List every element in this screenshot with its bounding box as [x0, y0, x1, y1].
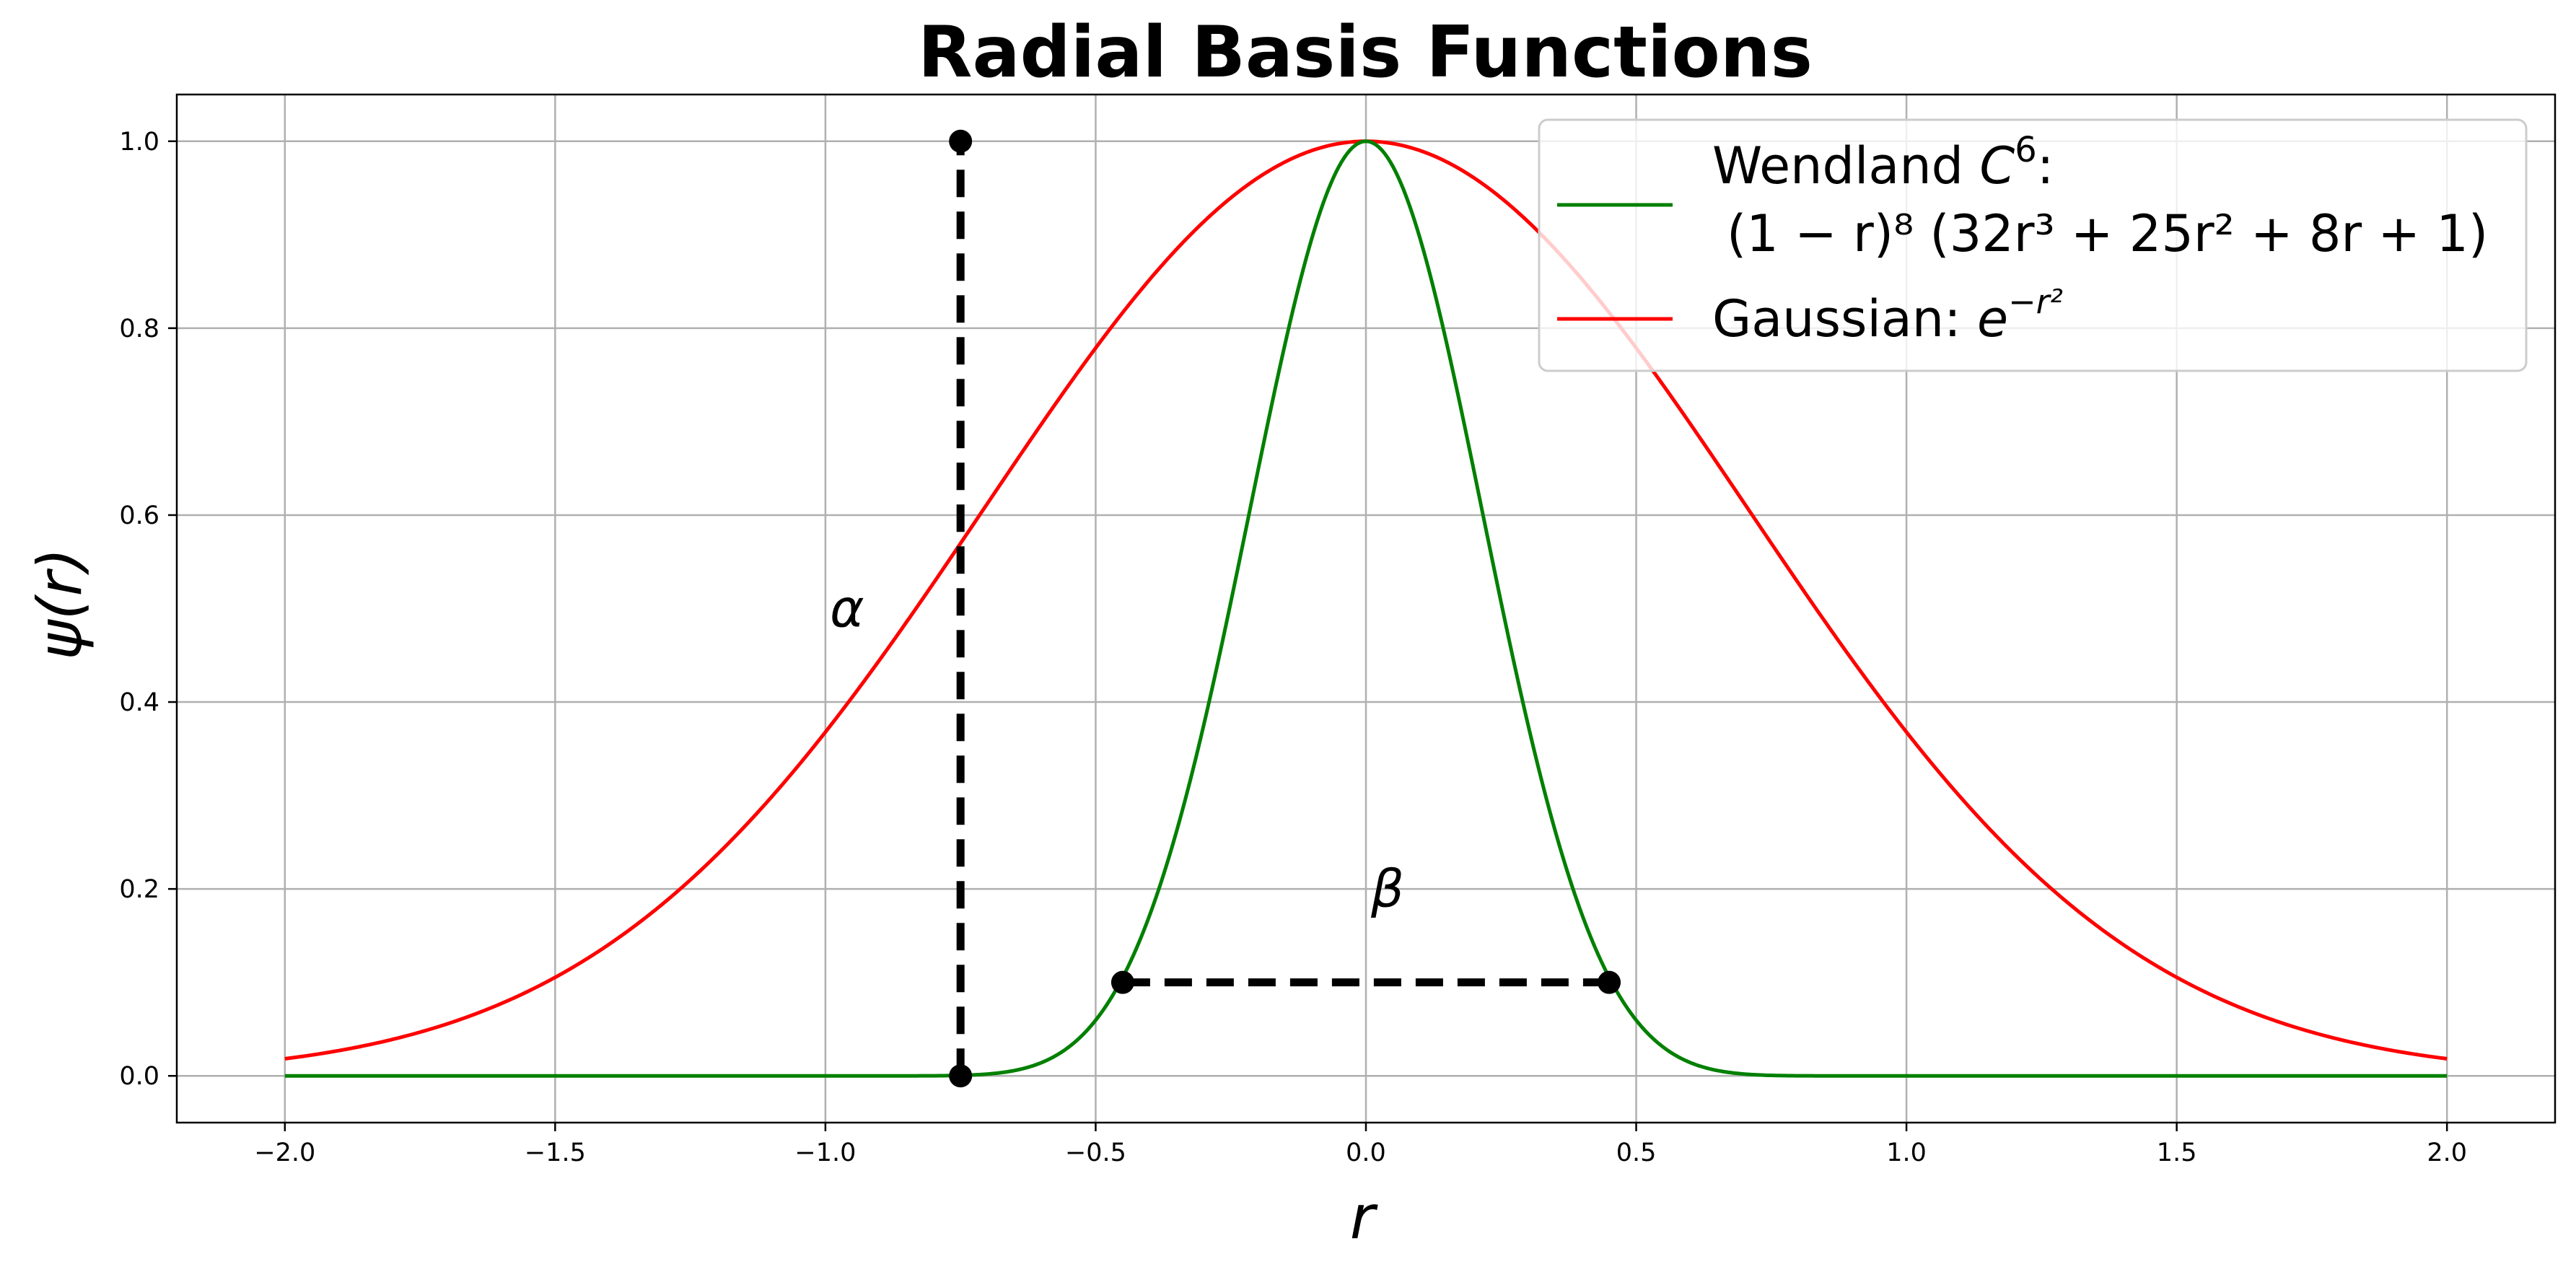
x-axis-ticks: −2.0 −1.5 −1.0 −0.5 0.0 0.5 1.0 1.5 2.0 [254, 1123, 2467, 1167]
series-line-wendland_c6 [284, 139, 2448, 1078]
x-tick-label: −0.5 [1065, 1138, 1126, 1167]
x-tick-label: 0.5 [1616, 1138, 1657, 1167]
y-tick-label: 0.8 [119, 315, 159, 343]
y-tick-label: 1.0 [119, 128, 159, 157]
annotations-layer: αβ [830, 129, 1621, 1088]
legend-label-wendland-line1: Wendland C6: [1712, 130, 2054, 196]
y-tick-label: 0.2 [119, 875, 159, 904]
y-tick-label: 0.4 [119, 688, 159, 717]
legend: Wendland C6: (1 − r)⁸ (32r³ + 25r² + 8r … [1538, 118, 2528, 372]
legend-label-wendland-line2: (1 − r)⁸ (32r³ + 25r² + 8r + 1) [1727, 204, 2488, 263]
legend-label-gaussian: Gaussian: e−r² [1712, 282, 2063, 348]
x-tick-label: 1.5 [2157, 1138, 2197, 1167]
annotation-label-alpha: α [830, 579, 864, 639]
y-axis-ticks: 0.0 0.2 0.4 0.6 0.8 1.0 [119, 128, 177, 1091]
y-tick-label: 0.0 [119, 1062, 159, 1091]
x-tick-label: −1.5 [525, 1138, 586, 1167]
annotation-label-beta: β [1370, 859, 1404, 919]
x-tick-label: 1.0 [1886, 1138, 1927, 1167]
x-tick-label: 0.0 [1346, 1138, 1386, 1167]
annotation-point-beta-start [1110, 970, 1134, 994]
x-tick-label: −1.0 [794, 1138, 856, 1167]
series-layer [284, 139, 2448, 1078]
x-axis-label: r [1350, 1182, 1378, 1252]
annotation-point-alpha-start [949, 1064, 973, 1088]
y-tick-label: 0.6 [119, 501, 159, 530]
y-axis-label: ψ(r) [25, 548, 95, 660]
chart-title: Radial Basis Functions [918, 12, 1813, 94]
x-tick-label: 2.0 [2427, 1138, 2467, 1167]
legend-box [1538, 118, 2528, 372]
annotation-point-beta-end [1598, 970, 1621, 994]
annotation-point-alpha-end [949, 129, 973, 153]
x-tick-label: −2.0 [254, 1138, 315, 1167]
